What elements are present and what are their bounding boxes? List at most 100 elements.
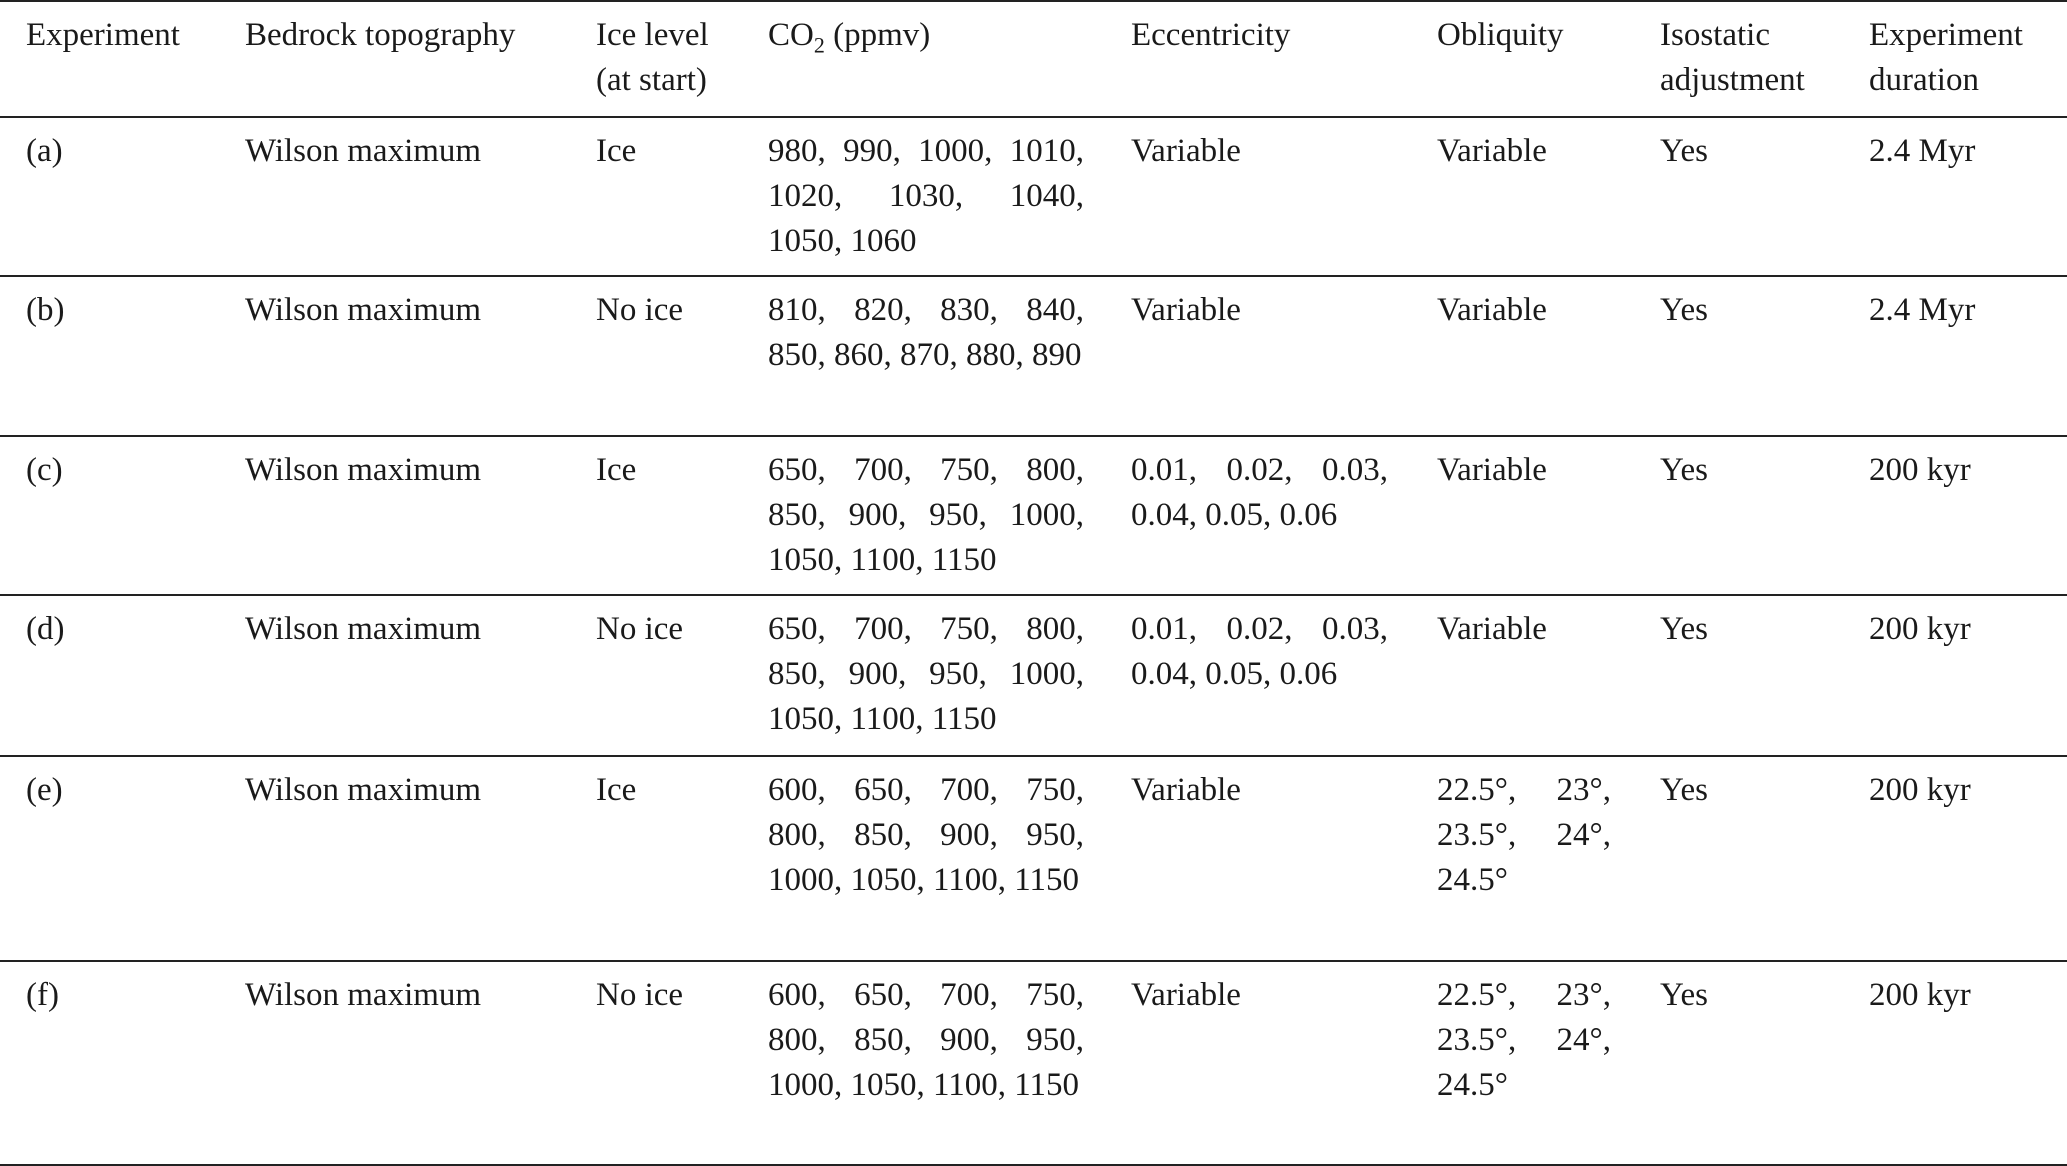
cell-bedrock: Wilson maximum xyxy=(245,595,596,756)
header-obliquity: Obliquity xyxy=(1437,17,1564,53)
cell-ice: Ice xyxy=(596,436,768,595)
cell-obliquity-text: Variable xyxy=(1437,133,1547,169)
header-isostatic: Isostatic adjustment xyxy=(1660,1,1869,117)
header-co2-suffix: (ppmv) xyxy=(824,17,931,53)
header-co2-prefix: CO xyxy=(768,17,814,53)
cell-ice-text: No ice xyxy=(596,977,684,1013)
cell-obliquity: Variable xyxy=(1437,436,1660,595)
cell-co2: 980, 990, 1000, 1010, 1020, 1030, 1040, … xyxy=(768,117,1131,276)
cell-isostatic-text: Yes xyxy=(1660,977,1709,1013)
cell-co2-text: 650, 700, 750, 800, 850, 900, 950, 1000,… xyxy=(768,452,1084,578)
cell-experiment: (e) xyxy=(0,756,245,961)
cell-eccentricity: 0.01, 0.02, 0.03, 0.04, 0.05, 0.06 xyxy=(1131,436,1437,595)
cell-duration: 200 kyr xyxy=(1869,756,2067,961)
cell-bedrock-text: Wilson maximum xyxy=(245,611,482,647)
cell-obliquity: Variable xyxy=(1437,595,1660,756)
cell-isostatic-text: Yes xyxy=(1660,452,1709,488)
cell-isostatic: Yes xyxy=(1660,595,1869,756)
cell-bedrock-text: Wilson maximum xyxy=(245,133,482,169)
cell-experiment-text: (c) xyxy=(26,452,63,488)
header-isostatic-text: Isostatic adjustment xyxy=(1660,17,1805,98)
cell-eccentricity-text: Variable xyxy=(1131,977,1241,1013)
table-row: (d) Wilson maximum No ice 650, 700, 750, 80… xyxy=(0,595,2067,756)
cell-eccentricity: Variable xyxy=(1131,117,1437,276)
cell-bedrock: Wilson maximum xyxy=(245,276,596,436)
header-row: Experiment Bedrock topography Ice level … xyxy=(0,1,2067,117)
header-ice-level: Ice level (at start) xyxy=(596,1,768,117)
cell-duration: 200 kyr xyxy=(1869,595,2067,756)
header-eccentricity: Eccentricity xyxy=(1131,17,1291,53)
cell-ice-text: No ice xyxy=(596,292,684,328)
header-duration-text: Experiment duration xyxy=(1869,17,2023,98)
cell-experiment: (b) xyxy=(0,276,245,436)
cell-co2: 600, 650, 700, 750, 800, 850, 900, 950, … xyxy=(768,756,1131,961)
cell-obliquity: 22.5°, 23°, 23.5°, 24°, 24.5° xyxy=(1437,756,1660,961)
cell-co2-text: 600, 650, 700, 750, 800, 850, 900, 950, … xyxy=(768,977,1084,1103)
cell-obliquity: 22.5°, 23°, 23.5°, 24°, 24.5° xyxy=(1437,961,1660,1165)
cell-experiment-text: (a) xyxy=(26,133,63,169)
cell-isostatic-text: Yes xyxy=(1660,292,1709,328)
cell-experiment-text: (f) xyxy=(26,977,59,1013)
cell-ice: Ice xyxy=(596,756,768,961)
cell-experiment-text: (d) xyxy=(26,611,65,647)
cell-ice-text: No ice xyxy=(596,611,684,647)
cell-eccentricity-text: Variable xyxy=(1131,292,1241,328)
cell-eccentricity: 0.01, 0.02, 0.03, 0.04, 0.05, 0.06 xyxy=(1131,595,1437,756)
cell-experiment: (d) xyxy=(0,595,245,756)
header-duration: Experiment duration xyxy=(1869,1,2067,117)
cell-eccentricity-text: Variable xyxy=(1131,133,1241,169)
table-row: (a) Wilson maximum Ice 980, 990, 1000, 1010… xyxy=(0,117,2067,276)
header-ice-level-text: Ice level (at start) xyxy=(596,17,709,98)
cell-co2-text: 980, 990, 1000, 1010, 1020, 1030, 1040, … xyxy=(768,133,1084,259)
cell-ice: No ice xyxy=(596,961,768,1165)
cell-experiment: (a) xyxy=(0,117,245,276)
cell-experiment: (c) xyxy=(0,436,245,595)
cell-bedrock-text: Wilson maximum xyxy=(245,292,482,328)
cell-obliquity-text: Variable xyxy=(1437,452,1547,488)
cell-eccentricity-text: 0.01, 0.02, 0.03, 0.04, 0.05, 0.06 xyxy=(1131,611,1388,692)
cell-ice-text: Ice xyxy=(596,133,637,169)
cell-co2-text: 810, 820, 830, 840, 850, 860, 870, 880, … xyxy=(768,292,1084,373)
cell-ice-text: Ice xyxy=(596,452,637,488)
cell-obliquity-text: Variable xyxy=(1437,611,1547,647)
cell-obliquity: Variable xyxy=(1437,117,1660,276)
cell-duration: 200 kyr xyxy=(1869,961,2067,1165)
cell-ice-text: Ice xyxy=(596,772,637,808)
cell-eccentricity: Variable xyxy=(1131,756,1437,961)
cell-co2-text: 650, 700, 750, 800, 850, 900, 950, 1000,… xyxy=(768,611,1084,737)
cell-experiment-text: (b) xyxy=(26,292,65,328)
cell-eccentricity: Variable xyxy=(1131,276,1437,436)
cell-isostatic: Yes xyxy=(1660,117,1869,276)
cell-isostatic-text: Yes xyxy=(1660,133,1709,169)
cell-duration-text: 200 kyr xyxy=(1869,977,1971,1013)
cell-eccentricity-text: Variable xyxy=(1131,772,1241,808)
cell-experiment-text: (e) xyxy=(26,772,63,808)
cell-duration-text: 200 kyr xyxy=(1869,452,1971,488)
header-bedrock: Bedrock topography xyxy=(245,17,516,53)
cell-isostatic-text: Yes xyxy=(1660,611,1709,647)
cell-co2-text: 600, 650, 700, 750, 800, 850, 900, 950, … xyxy=(768,772,1084,898)
cell-eccentricity-text: 0.01, 0.02, 0.03, 0.04, 0.05, 0.06 xyxy=(1131,452,1388,533)
cell-co2: 650, 700, 750, 800, 850, 900, 950, 1000,… xyxy=(768,595,1131,756)
cell-duration-text: 2.4 Myr xyxy=(1869,292,1976,328)
cell-duration: 2.4 Myr xyxy=(1869,276,2067,436)
table-row: (e) Wilson maximum Ice 600, 650, 700, 750, … xyxy=(0,756,2067,961)
cell-bedrock-text: Wilson maximum xyxy=(245,452,482,488)
cell-obliquity-text: Variable xyxy=(1437,292,1547,328)
cell-isostatic: Yes xyxy=(1660,961,1869,1165)
table-row: (f) Wilson maximum No ice 600, 650, 700, 75… xyxy=(0,961,2067,1165)
cell-bedrock: Wilson maximum xyxy=(245,117,596,276)
cell-isostatic-text: Yes xyxy=(1660,772,1709,808)
cell-bedrock: Wilson maximum xyxy=(245,436,596,595)
cell-duration: 200 kyr xyxy=(1869,436,2067,595)
header-co2-sub: 2 xyxy=(813,32,825,58)
cell-duration-text: 2.4 Myr xyxy=(1869,133,1976,169)
cell-co2: 600, 650, 700, 750, 800, 850, 900, 950, … xyxy=(768,961,1131,1165)
cell-obliquity-text: 22.5°, 23°, 23.5°, 24°, 24.5° xyxy=(1437,977,1611,1103)
cell-experiment: (f) xyxy=(0,961,245,1165)
cell-isostatic: Yes xyxy=(1660,276,1869,436)
cell-eccentricity: Variable xyxy=(1131,961,1437,1165)
cell-obliquity-text: 22.5°, 23°, 23.5°, 24°, 24.5° xyxy=(1437,772,1611,898)
cell-co2: 810, 820, 830, 840, 850, 860, 870, 880, … xyxy=(768,276,1131,436)
